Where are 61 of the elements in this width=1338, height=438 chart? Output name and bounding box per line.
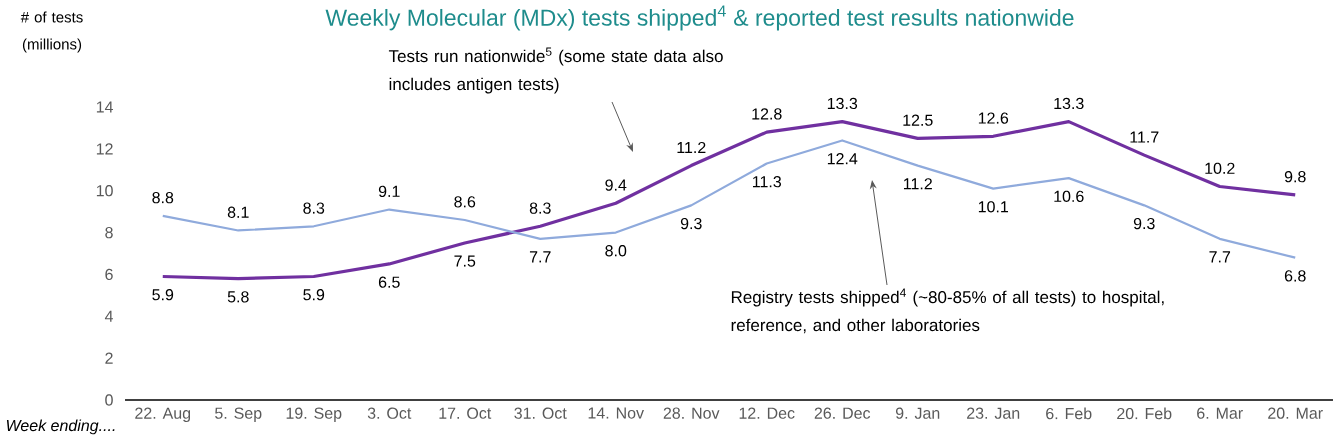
data-label: 10.6	[1054, 190, 1084, 203]
data-label: 10.2	[1205, 162, 1235, 174]
x-tick-label: 9. Jan	[895, 407, 940, 419]
data-label: 8.3	[529, 202, 551, 214]
data-label: 12.8	[752, 108, 782, 120]
x-tick-label: 5. Sep	[215, 407, 262, 423]
x-tick-label: 23. Jan	[967, 407, 1020, 419]
y-tick-label: 6	[105, 268, 113, 281]
data-label: 7.7	[529, 251, 551, 263]
data-label: 9.1	[378, 185, 400, 198]
data-label: 8.8	[152, 191, 174, 204]
data-label: 6.8	[1284, 270, 1306, 282]
x-tick-label: 26. Dec	[814, 407, 871, 419]
data-label: 12.5	[903, 114, 933, 126]
x-tick-label: 20. Feb	[1117, 407, 1172, 420]
data-label: 9.8	[1284, 171, 1306, 183]
x-tick-label: 17. Oct	[439, 407, 492, 419]
data-label: 5.9	[152, 289, 174, 301]
chart-title: Weekly Molecular (MDx) tests shipped$^{4}$ & reported test results nationwide	[325, 5, 1074, 31]
data-label: 10.1	[978, 201, 1009, 213]
data-label: 13.3	[1054, 97, 1084, 110]
annotation: Registry tests shipped$^{4}$ (~80-85% of all tests) to hospital, reference, and other laboratories	[731, 288, 1164, 334]
data-label: 12.4	[827, 153, 858, 165]
y-tick-label: 14	[96, 101, 113, 113]
data-label: 9.3	[680, 217, 702, 230]
x-tick-label: 12. Dec	[739, 407, 795, 419]
y-axis-title: # of tests (millions)	[20, 11, 83, 53]
data-label: 11.2	[903, 178, 932, 190]
data-label: 6.5	[378, 276, 400, 288]
x-tick-label: 20. Mar	[1268, 407, 1323, 419]
data-label: 7.7	[1209, 251, 1231, 263]
data-label: 11.3	[753, 176, 782, 188]
data-label: 5.8	[227, 291, 249, 303]
y-tick-label: 4	[104, 310, 114, 322]
data-label: 11.7	[1130, 131, 1159, 143]
y-tick-label: 10	[96, 185, 113, 197]
data-label: 9.4	[605, 179, 627, 191]
x-tick-label: 19. Sep	[286, 407, 342, 423]
data-label: 8.3	[303, 202, 325, 214]
y-tick-label: 8	[105, 226, 113, 239]
text: Tests run nationwide$^{5}$ (some state data also includes antigen tests)	[388, 47, 723, 94]
y-tick-label: 12	[96, 143, 113, 155]
data-label: 8.6	[454, 196, 476, 208]
x-tick-label: 3. Oct	[367, 407, 412, 419]
x-tick-label: 22. Aug	[135, 407, 191, 423]
data-label: 9.3	[1133, 217, 1155, 230]
y-tick-label: 2	[105, 352, 113, 364]
data-label: 7.5	[454, 255, 476, 267]
x-axis-title: Week ending....	[6, 419, 115, 435]
data-label: 8.1	[227, 206, 249, 218]
data-label: 5.9	[303, 289, 325, 301]
x-tick-label: 14. Nov	[588, 407, 644, 419]
data-label: 13.3	[827, 97, 858, 110]
x-tick-label: 31. Oct	[514, 407, 567, 419]
x-tick-label: 6. Feb	[1046, 407, 1092, 420]
x-tick-label: 6. Mar	[1197, 407, 1243, 419]
data-label: 12.6	[978, 112, 1009, 124]
data-label: 11.2	[677, 141, 706, 154]
y-tick-label: 0	[105, 394, 113, 406]
x-tick-label: 28. Nov	[663, 407, 720, 419]
data-label: 8.0	[605, 245, 627, 257]
